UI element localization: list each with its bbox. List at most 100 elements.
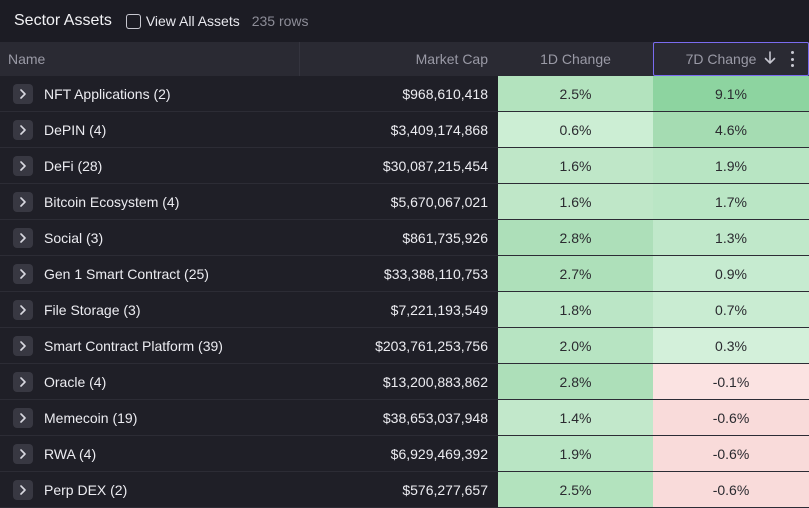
change-1d-cell: 2.5% bbox=[498, 76, 653, 111]
column-header-market-cap[interactable]: Market Cap bbox=[300, 42, 498, 76]
sector-name: Bitcoin Ecosystem (4) bbox=[44, 193, 180, 210]
market-cap-cell: $13,200,883,862 bbox=[382, 373, 488, 390]
column-header-1d-change-label: 1D Change bbox=[540, 51, 611, 67]
chevron-right-icon[interactable] bbox=[13, 227, 33, 248]
change-1d-cell: 2.5% bbox=[498, 472, 653, 507]
market-cap-cell: $861,735,926 bbox=[402, 229, 488, 246]
sector-name: RWA (4) bbox=[44, 445, 97, 462]
change-7d-cell: 1.3% bbox=[653, 220, 809, 255]
sector-name: DeFi (28) bbox=[44, 157, 103, 174]
view-all-label[interactable]: View All Assets bbox=[145, 13, 240, 29]
page-title: Sector Assets bbox=[14, 12, 112, 29]
sector-name: Social (3) bbox=[44, 229, 104, 246]
sector-name: Smart Contract Platform (39) bbox=[44, 337, 223, 354]
chevron-right-icon[interactable] bbox=[13, 155, 33, 176]
chevron-right-icon[interactable] bbox=[13, 371, 33, 392]
table-row[interactable]: Oracle (4) $13,200,883,862 2.8% -0.1% bbox=[0, 364, 809, 400]
sector-name: File Storage (3) bbox=[44, 301, 141, 318]
sector-table: Name Market Cap 1D Change 7D Change NFT … bbox=[0, 42, 809, 508]
table-row[interactable]: File Storage (3) $7,221,193,549 1.8% 0.7… bbox=[0, 292, 809, 328]
table-row[interactable]: Memecoin (19) $38,653,037,948 1.4% -0.6% bbox=[0, 400, 809, 436]
market-cap-cell: $3,409,174,868 bbox=[390, 121, 488, 138]
sector-name-cell: Bitcoin Ecosystem (4) bbox=[0, 184, 300, 219]
market-cap-cell: $7,221,193,549 bbox=[390, 301, 488, 318]
sector-name: Perp DEX (2) bbox=[44, 481, 128, 498]
column-header-name-label: Name bbox=[8, 51, 46, 67]
arrow-down-icon[interactable] bbox=[764, 50, 776, 68]
change-7d-cell: 1.9% bbox=[653, 148, 809, 183]
chevron-right-icon[interactable] bbox=[13, 263, 33, 284]
change-7d-cell: 4.6% bbox=[653, 112, 809, 147]
sector-name-cell: Gen 1 Smart Contract (25) bbox=[0, 256, 300, 291]
market-cap-cell: $5,670,067,021 bbox=[390, 193, 488, 210]
market-cap-cell: $968,610,418 bbox=[402, 85, 488, 102]
table-row[interactable]: Perp DEX (2) $576,277,657 2.5% -0.6% bbox=[0, 472, 809, 508]
sector-name: Memecoin (19) bbox=[44, 409, 138, 426]
table-row[interactable]: DeFi (28) $30,087,215,454 1.6% 1.9% bbox=[0, 148, 809, 184]
table-row[interactable]: NFT Applications (2) $968,610,418 2.5% 9… bbox=[0, 76, 809, 112]
change-1d-cell: 2.0% bbox=[498, 328, 653, 363]
chevron-right-icon[interactable] bbox=[13, 191, 33, 212]
column-header-name[interactable]: Name bbox=[0, 42, 300, 76]
change-1d-cell: 1.9% bbox=[498, 436, 653, 471]
table-row[interactable]: RWA (4) $6,929,469,392 1.9% -0.6% bbox=[0, 436, 809, 472]
change-7d-cell: 1.7% bbox=[653, 184, 809, 219]
change-1d-cell: 1.6% bbox=[498, 184, 653, 219]
chevron-right-icon[interactable] bbox=[13, 443, 33, 464]
table-body: NFT Applications (2) $968,610,418 2.5% 9… bbox=[0, 76, 809, 508]
change-1d-cell: 1.8% bbox=[498, 292, 653, 327]
sector-name: Oracle (4) bbox=[44, 373, 107, 390]
section-header: Sector Assets View All Assets 235 rows bbox=[0, 0, 809, 42]
sector-name-cell: Perp DEX (2) bbox=[0, 472, 300, 507]
table-header: Name Market Cap 1D Change 7D Change bbox=[0, 42, 809, 76]
table-row[interactable]: Gen 1 Smart Contract (25) $33,388,110,75… bbox=[0, 256, 809, 292]
change-7d-cell: 0.7% bbox=[653, 292, 809, 327]
chevron-right-icon[interactable] bbox=[13, 299, 33, 320]
column-header-1d-change[interactable]: 1D Change bbox=[498, 42, 653, 76]
sector-name-cell: Memecoin (19) bbox=[0, 400, 300, 435]
sector-name-cell: DeFi (28) bbox=[0, 148, 300, 183]
market-cap-cell: $6,929,469,392 bbox=[390, 445, 488, 462]
column-header-7d-change-label: 7D Change bbox=[685, 51, 757, 67]
sector-name: DePIN (4) bbox=[44, 121, 107, 138]
chevron-right-icon[interactable] bbox=[13, 407, 33, 428]
change-7d-cell: -0.1% bbox=[653, 364, 809, 399]
change-1d-cell: 2.8% bbox=[498, 364, 653, 399]
market-cap-cell: $38,653,037,948 bbox=[382, 409, 488, 426]
table-row[interactable]: Social (3) $861,735,926 2.8% 1.3% bbox=[0, 220, 809, 256]
chevron-right-icon[interactable] bbox=[13, 83, 33, 104]
chevron-right-icon[interactable] bbox=[13, 479, 33, 500]
sector-name-cell: Social (3) bbox=[0, 220, 300, 255]
change-7d-cell: -0.6% bbox=[653, 472, 809, 507]
sector-name: NFT Applications (2) bbox=[44, 85, 171, 102]
view-all-toggle[interactable]: View All Assets bbox=[125, 13, 240, 29]
sector-name: Gen 1 Smart Contract (25) bbox=[44, 265, 209, 282]
column-header-7d-change[interactable]: 7D Change bbox=[653, 42, 809, 76]
change-7d-cell: 0.3% bbox=[653, 328, 809, 363]
change-1d-cell: 1.6% bbox=[498, 148, 653, 183]
table-row[interactable]: Bitcoin Ecosystem (4) $5,670,067,021 1.6… bbox=[0, 184, 809, 220]
change-7d-cell: -0.6% bbox=[653, 436, 809, 471]
chevron-right-icon[interactable] bbox=[13, 335, 33, 356]
sector-name-cell: File Storage (3) bbox=[0, 292, 300, 327]
market-cap-cell: $576,277,657 bbox=[402, 481, 488, 498]
view-all-checkbox[interactable] bbox=[125, 13, 141, 29]
change-1d-cell: 2.7% bbox=[498, 256, 653, 291]
column-header-market-cap-label: Market Cap bbox=[415, 51, 488, 67]
table-row[interactable]: Smart Contract Platform (39) $203,761,25… bbox=[0, 328, 809, 364]
market-cap-cell: $203,761,253,756 bbox=[375, 337, 488, 354]
change-7d-cell: -0.6% bbox=[653, 400, 809, 435]
more-vertical-icon[interactable] bbox=[790, 51, 794, 67]
sector-name-cell: DePIN (4) bbox=[0, 112, 300, 147]
market-cap-cell: $30,087,215,454 bbox=[382, 157, 488, 174]
sector-name-cell: Oracle (4) bbox=[0, 364, 300, 399]
change-1d-cell: 1.4% bbox=[498, 400, 653, 435]
chevron-right-icon[interactable] bbox=[13, 119, 33, 140]
rows-count: 235 rows bbox=[251, 13, 309, 29]
change-1d-cell: 0.6% bbox=[498, 112, 653, 147]
change-7d-cell: 0.9% bbox=[653, 256, 809, 291]
change-7d-cell: 9.1% bbox=[653, 76, 809, 111]
table-row[interactable]: DePIN (4) $3,409,174,868 0.6% 4.6% bbox=[0, 112, 809, 148]
market-cap-cell: $33,388,110,753 bbox=[383, 265, 488, 282]
sector-name-cell: RWA (4) bbox=[0, 436, 300, 471]
